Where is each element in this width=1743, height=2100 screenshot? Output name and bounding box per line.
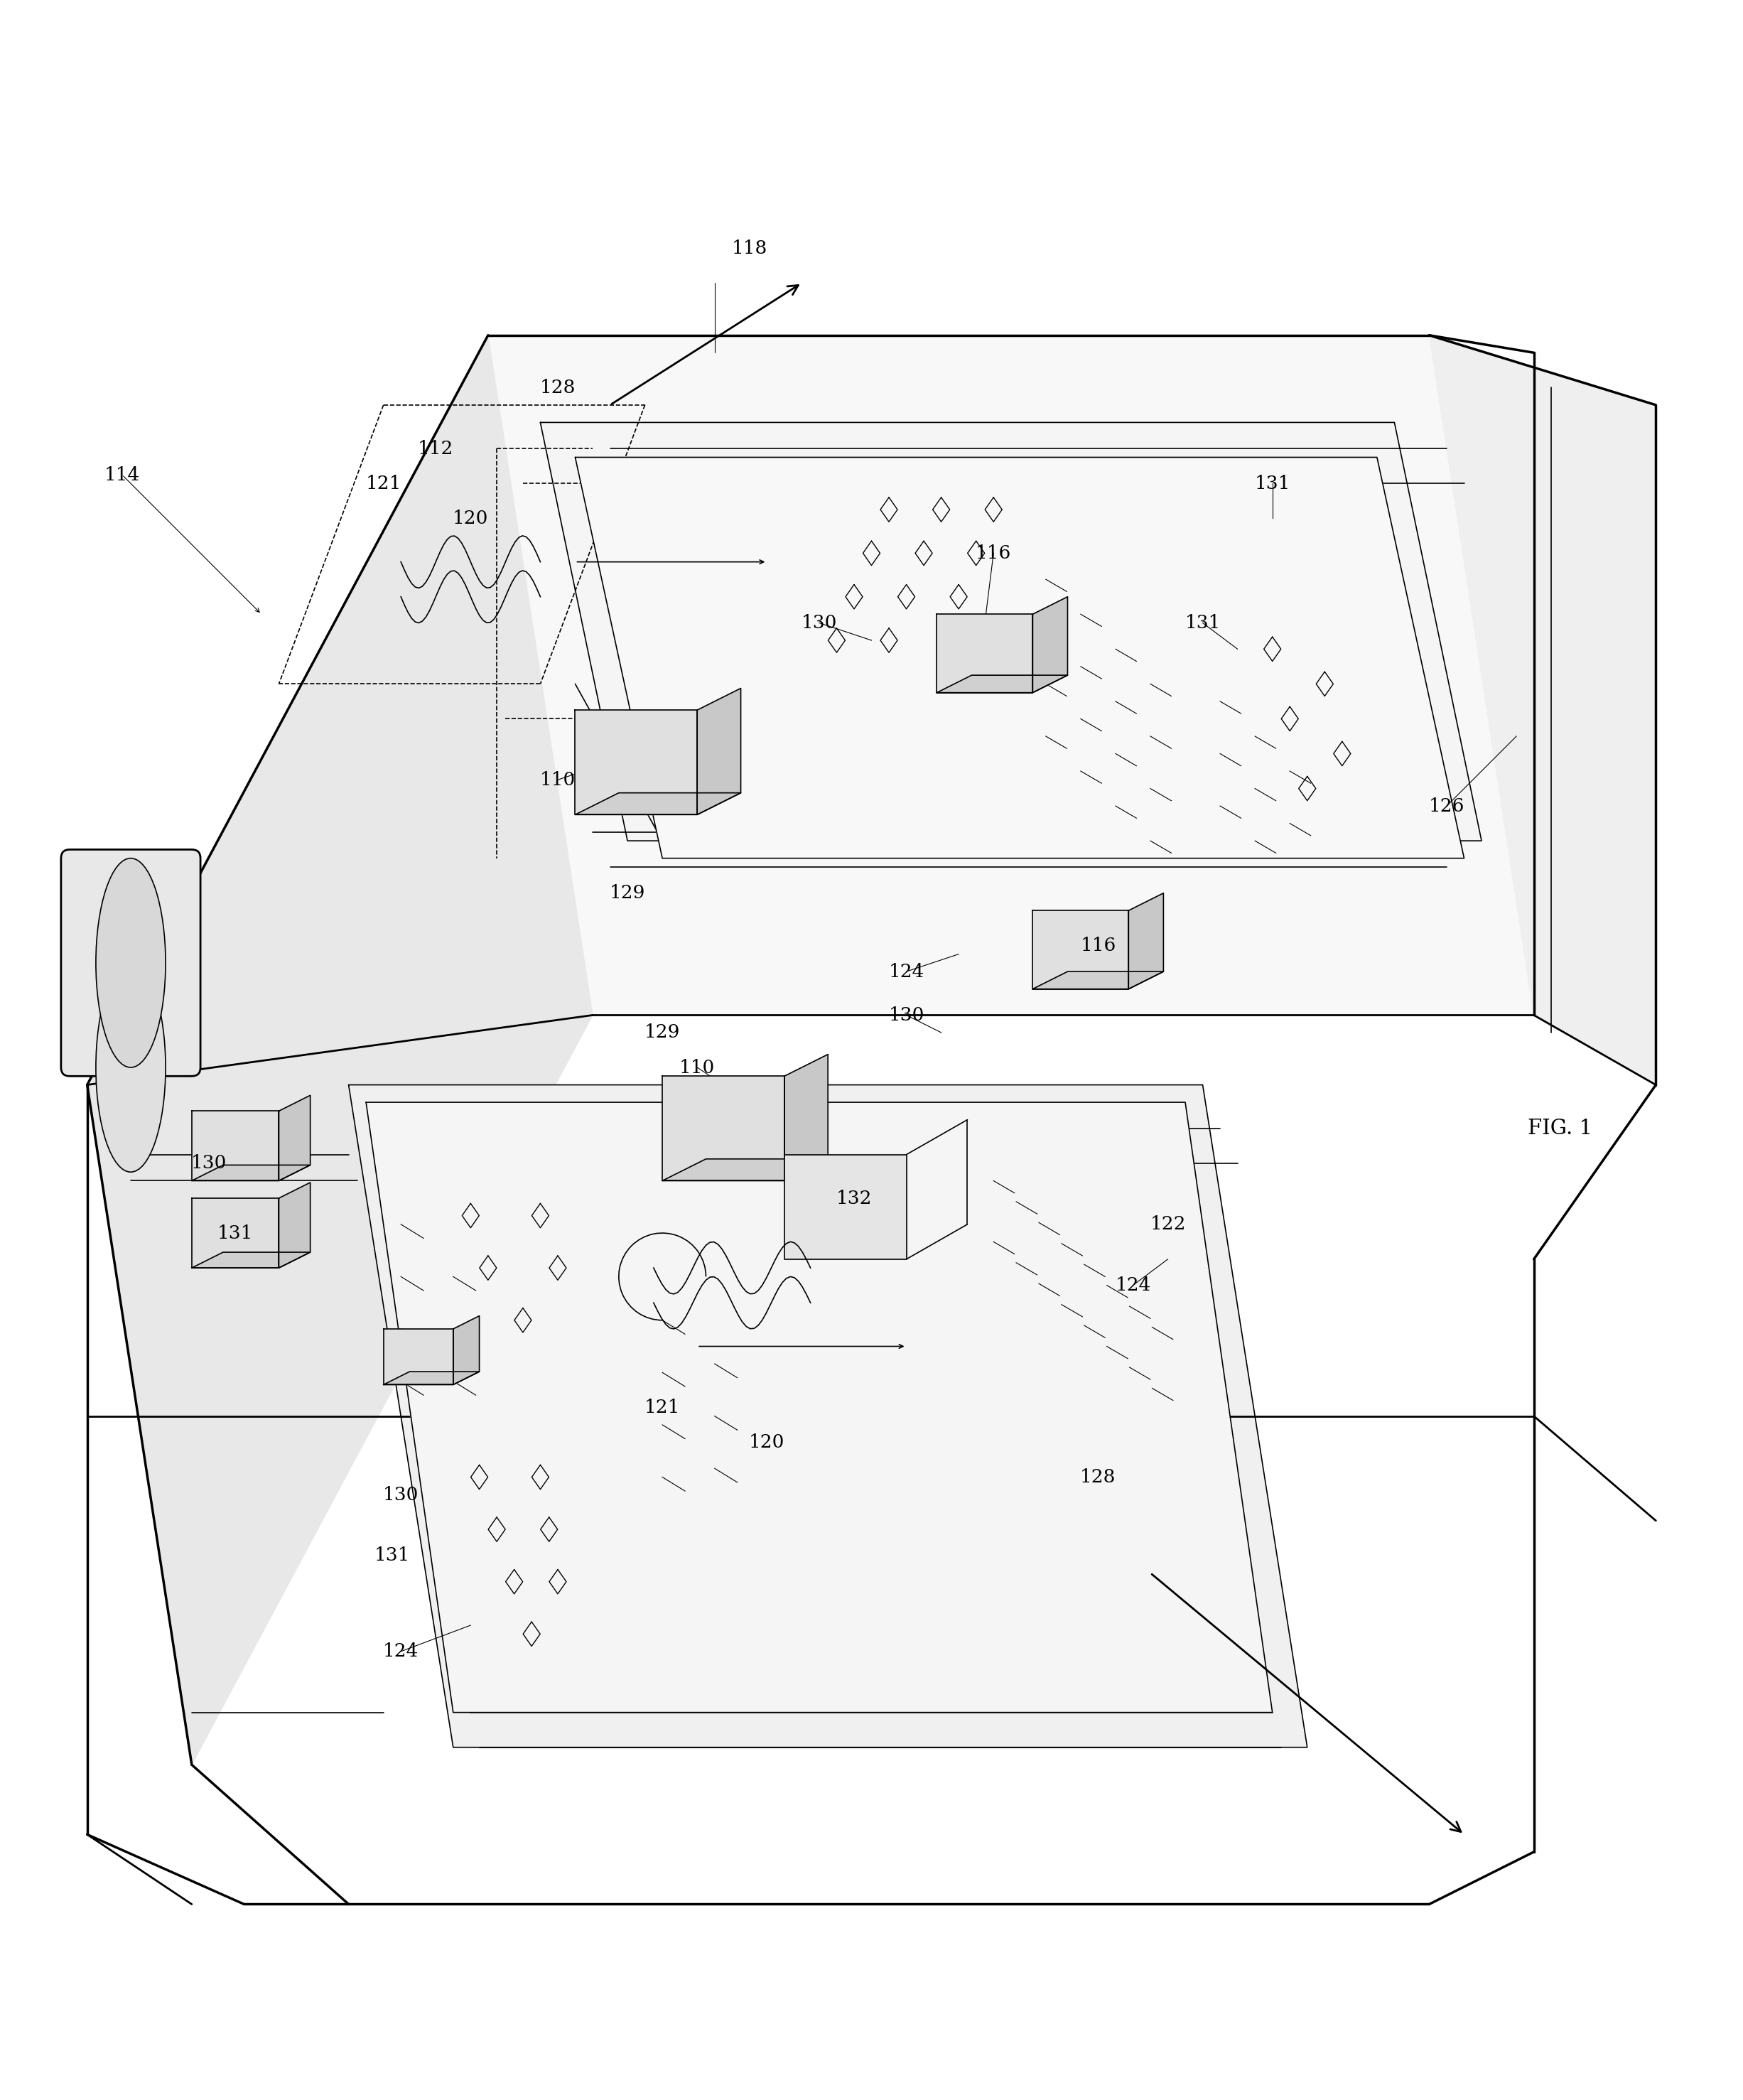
Text: 131: 131 — [1255, 475, 1290, 491]
Polygon shape — [936, 676, 1067, 693]
Text: 132: 132 — [837, 1189, 872, 1207]
Polygon shape — [540, 422, 1482, 840]
Text: 118: 118 — [732, 239, 767, 256]
Polygon shape — [279, 1096, 310, 1180]
Text: 126: 126 — [1429, 798, 1464, 815]
Text: 124: 124 — [1116, 1277, 1150, 1294]
Polygon shape — [383, 1371, 479, 1384]
Polygon shape — [1032, 972, 1163, 989]
Text: 121: 121 — [645, 1399, 680, 1415]
Polygon shape — [1032, 911, 1128, 989]
Polygon shape — [87, 336, 593, 1764]
Polygon shape — [192, 1199, 279, 1268]
Polygon shape — [488, 336, 1534, 1014]
Polygon shape — [662, 1075, 784, 1180]
Text: 131: 131 — [218, 1224, 253, 1241]
Text: 128: 128 — [1081, 1468, 1116, 1487]
Text: 116: 116 — [1081, 937, 1116, 953]
Polygon shape — [662, 1159, 828, 1180]
Text: 129: 129 — [610, 884, 645, 903]
Text: 120: 120 — [453, 510, 488, 527]
Text: 116: 116 — [976, 544, 1011, 563]
Text: 130: 130 — [192, 1155, 227, 1172]
Polygon shape — [784, 1155, 906, 1260]
Polygon shape — [575, 458, 1464, 859]
Polygon shape — [1032, 596, 1067, 693]
Polygon shape — [1128, 892, 1163, 989]
Polygon shape — [575, 710, 697, 815]
Polygon shape — [279, 1182, 310, 1268]
Text: 130: 130 — [802, 613, 837, 632]
Polygon shape — [575, 794, 741, 815]
Text: 110: 110 — [540, 771, 575, 790]
Text: 122: 122 — [1150, 1216, 1185, 1233]
FancyBboxPatch shape — [61, 851, 200, 1075]
Polygon shape — [192, 1166, 310, 1180]
Text: 131: 131 — [1185, 613, 1220, 632]
Polygon shape — [453, 1317, 479, 1384]
Polygon shape — [192, 1252, 310, 1268]
Polygon shape — [697, 689, 741, 815]
Polygon shape — [784, 1054, 828, 1180]
Text: 128: 128 — [540, 378, 575, 397]
Text: 129: 129 — [645, 1023, 680, 1042]
Text: 112: 112 — [418, 439, 453, 458]
Text: 114: 114 — [105, 466, 139, 483]
Polygon shape — [383, 1329, 453, 1384]
Text: 131: 131 — [375, 1548, 410, 1564]
Text: FIG. 1: FIG. 1 — [1527, 1119, 1593, 1138]
Text: 130: 130 — [889, 1006, 924, 1025]
Text: 110: 110 — [680, 1058, 715, 1077]
Text: 124: 124 — [889, 962, 924, 981]
Ellipse shape — [96, 962, 166, 1172]
Polygon shape — [192, 1111, 279, 1180]
Ellipse shape — [96, 859, 166, 1067]
Polygon shape — [936, 613, 1032, 693]
Polygon shape — [1429, 336, 1656, 1086]
Polygon shape — [366, 1102, 1272, 1712]
Text: 120: 120 — [749, 1434, 784, 1451]
Text: 124: 124 — [383, 1642, 418, 1661]
Text: 130: 130 — [383, 1485, 418, 1504]
Text: 121: 121 — [366, 475, 401, 491]
Polygon shape — [349, 1086, 1307, 1747]
